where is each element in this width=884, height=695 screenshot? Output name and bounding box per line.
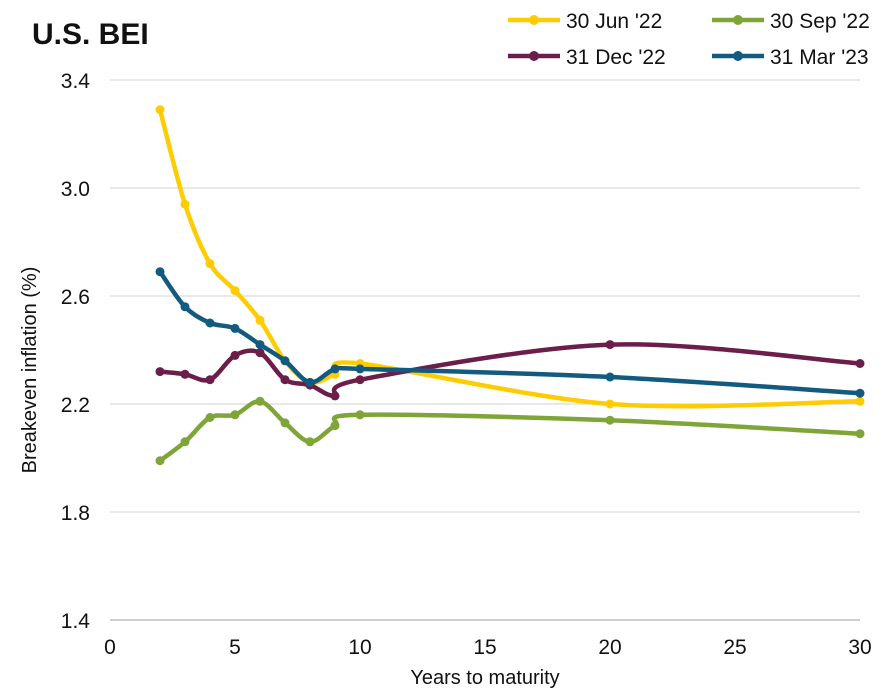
x-tick-label: 0 — [104, 636, 116, 659]
y-tick-label: 3.0 — [61, 178, 90, 201]
data-point — [205, 259, 215, 269]
y-tick-label: 2.6 — [61, 286, 90, 309]
x-tick-label: 25 — [723, 636, 746, 659]
grid-lines — [110, 79, 860, 513]
legend-item: 31 Mar '23 — [712, 46, 869, 69]
data-point — [355, 410, 365, 420]
legend-marker — [733, 15, 743, 25]
data-point — [280, 375, 290, 385]
y-tick-label: 2.2 — [61, 394, 90, 417]
series-2 — [155, 396, 865, 466]
legend-label: 30 Sep '22 — [770, 10, 870, 33]
data-point — [180, 437, 190, 447]
data-point — [605, 372, 615, 382]
data-point — [230, 323, 240, 333]
data-point — [230, 410, 240, 420]
data-point — [605, 415, 615, 425]
y-axis-title: Breakeven inflation (%) — [19, 267, 41, 474]
y-tick-label: 1.8 — [61, 502, 90, 525]
series-line — [157, 399, 863, 463]
x-tick-label: 15 — [473, 636, 496, 659]
data-point — [305, 377, 315, 387]
x-tick-label: 20 — [598, 636, 621, 659]
legend-marker — [733, 51, 743, 61]
data-point — [180, 302, 190, 312]
data-point — [255, 340, 265, 350]
data-point — [205, 413, 215, 422]
series-1 — [155, 105, 865, 409]
data-point — [180, 369, 190, 379]
series-line — [157, 107, 863, 409]
data-point — [355, 364, 365, 374]
y-tick-label: 1.4 — [61, 610, 91, 633]
legend-item: 30 Jun '22 — [508, 10, 662, 33]
data-point — [255, 396, 265, 406]
data-point — [855, 359, 865, 368]
data-point — [355, 375, 365, 385]
data-point — [255, 315, 265, 325]
data-point — [855, 429, 865, 439]
legend-item: 31 Dec '22 — [508, 46, 666, 69]
series-4 — [155, 267, 865, 398]
data-point — [180, 199, 190, 209]
data-point — [230, 286, 240, 296]
legend: 30 Jun '22 30 Sep '22 31 Dec '22 31 Mar '23 — [508, 10, 870, 69]
data-point — [230, 350, 240, 360]
legend-marker — [529, 15, 539, 25]
data-point — [330, 421, 340, 431]
data-point — [305, 437, 315, 447]
legend-label: 30 Jun '22 — [566, 10, 662, 33]
legend-label: 31 Mar '23 — [770, 46, 869, 69]
data-point — [205, 318, 215, 328]
chart-title: U.S. BEI — [32, 18, 149, 51]
data-point — [855, 396, 865, 406]
series-lines — [155, 105, 865, 466]
y-tick-label: 3.4 — [61, 70, 91, 93]
legend-item: 30 Sep '22 — [712, 10, 870, 33]
data-point — [280, 418, 290, 428]
data-point — [280, 356, 290, 366]
x-tick-label: 10 — [348, 636, 371, 659]
data-point — [855, 388, 865, 398]
data-point — [155, 456, 165, 466]
legend-label: 31 Dec '22 — [566, 46, 666, 69]
data-point — [155, 105, 165, 115]
data-point — [330, 391, 340, 401]
legend-marker — [529, 51, 539, 61]
x-axis-title: Years to maturity — [410, 667, 559, 689]
x-tick-label: 5 — [229, 636, 241, 659]
data-point — [605, 340, 615, 350]
data-point — [605, 399, 615, 409]
data-point — [205, 375, 215, 385]
data-point — [155, 367, 165, 377]
data-point — [255, 348, 265, 358]
axes: 1.4 1.8 2.2 2.6 3.0 3.4 0 5 10 15 20 25 30 — [61, 70, 872, 659]
x-tick-label: 30 — [848, 636, 871, 659]
data-point — [155, 267, 165, 277]
data-point — [330, 364, 340, 374]
